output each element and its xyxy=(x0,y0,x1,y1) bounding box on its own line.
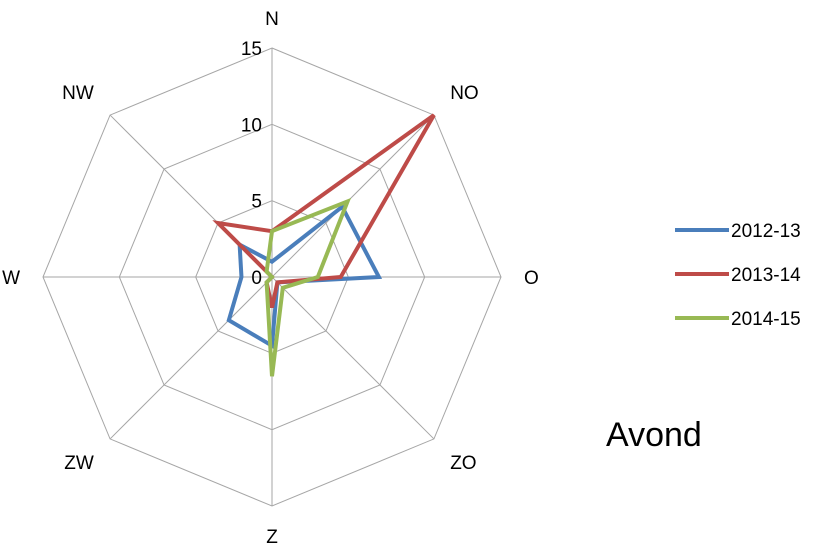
tick-label-10: 10 xyxy=(241,115,262,136)
axis-spoke-ZO xyxy=(271,276,435,440)
category-label-NW: NW xyxy=(62,83,94,104)
category-label-O: O xyxy=(524,268,539,289)
category-label-N: N xyxy=(265,9,279,30)
legend-label-2012-13: 2012-13 xyxy=(731,221,801,242)
axis-spoke-NO xyxy=(271,114,435,278)
category-label-W: W xyxy=(2,268,20,289)
chart-annotation: Avond xyxy=(606,416,702,454)
radar-series xyxy=(212,113,436,377)
category-label-ZW: ZW xyxy=(64,453,94,474)
tick-label-15: 15 xyxy=(241,39,262,60)
category-label-Z: Z xyxy=(266,527,278,548)
tick-label-0: 0 xyxy=(251,268,262,289)
category-labels: N NO O ZO Z ZW W NW xyxy=(2,9,539,548)
legend: 2012-13 2013-14 2014-15 xyxy=(675,221,801,330)
axis-spoke-ZW xyxy=(109,276,273,440)
legend-label-2013-14: 2013-14 xyxy=(731,265,801,286)
radial-tick-labels: 0 5 10 15 xyxy=(241,39,262,289)
category-label-ZO: ZO xyxy=(450,453,476,474)
category-label-NO: NO xyxy=(450,83,479,104)
tick-label-5: 5 xyxy=(251,192,262,213)
legend-label-2014-15: 2014-15 xyxy=(731,309,801,330)
